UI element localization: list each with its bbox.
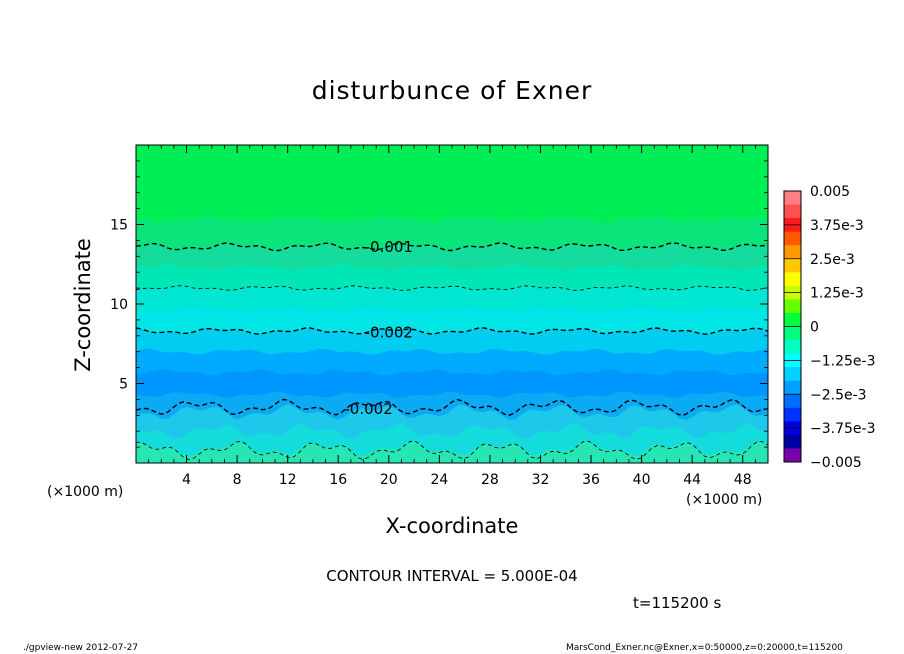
colorbar-segment-0 bbox=[784, 191, 801, 206]
x-unit-label-right: (×1000 m) bbox=[686, 492, 763, 508]
footer-right: MarsCond_Exner.nc@Exner,x=0:50000,z=0:20… bbox=[566, 643, 843, 653]
colorbar-segment-4 bbox=[784, 245, 801, 260]
x-tick-label-32: 32 bbox=[532, 472, 550, 488]
colorbar-segment-15 bbox=[784, 394, 801, 409]
colorbar-segment-8 bbox=[784, 299, 801, 314]
colorbar-label-1: 3.75e-3 bbox=[810, 218, 864, 234]
time-label: t=115200 s bbox=[633, 594, 722, 612]
y-tick-label-15: 15 bbox=[110, 218, 128, 234]
contour-labels: -0.001 -0.002 -0.002 bbox=[344, 238, 413, 418]
y-tick-label-5: 5 bbox=[119, 377, 128, 393]
x-tick-label-24: 24 bbox=[430, 472, 448, 488]
contour-interval-label: CONTOUR INTERVAL = 5.000E-04 bbox=[326, 567, 578, 585]
footer-left: ./gpview-new 2012-07-27 bbox=[23, 643, 139, 653]
x-tick-label-20: 20 bbox=[380, 472, 398, 488]
x-tick-label-8: 8 bbox=[233, 472, 242, 488]
x-tick-label-44: 44 bbox=[683, 472, 701, 488]
colorbar-segment-18 bbox=[784, 434, 801, 449]
contour-label-0: -0.001 bbox=[365, 238, 413, 256]
x-axis-ticks: 4 8 12 16 20 24 28 32 36 40 44 48 bbox=[148, 145, 756, 488]
x-axis-label: X-coordinate bbox=[385, 514, 519, 538]
chart-title: disturbunce of Exner bbox=[311, 76, 593, 105]
contour-band-12 bbox=[136, 440, 768, 463]
colorbar-segment-11 bbox=[784, 340, 801, 355]
colorbar-segment-1 bbox=[784, 204, 801, 219]
contour-lines bbox=[136, 242, 768, 461]
x-tick-label-28: 28 bbox=[481, 472, 499, 488]
contour-line-0 bbox=[136, 242, 768, 252]
colorbar-segment-13 bbox=[784, 367, 801, 382]
x-tick-label-4: 4 bbox=[182, 472, 191, 488]
colorbar-segment-3 bbox=[784, 231, 801, 246]
x-tick-label-16: 16 bbox=[329, 472, 347, 488]
x-tick-label-12: 12 bbox=[279, 472, 297, 488]
x-unit-label-left: (×1000 m) bbox=[47, 484, 124, 500]
colorbar: 0.005 3.75e-3 2.5e-3 1.25e-3 0 −1.25e-3 −2.5e-… bbox=[783, 184, 875, 471]
colorbar-label-5: −1.25e-3 bbox=[810, 353, 875, 369]
colorbar-segment-9 bbox=[784, 312, 801, 327]
contour-label-2: -0.002 bbox=[344, 400, 392, 418]
colorbar-label-4: 0 bbox=[810, 320, 819, 336]
contour-label-1: -0.002 bbox=[365, 324, 413, 342]
colorbar-segment-5 bbox=[784, 258, 801, 273]
contour-fill-bands bbox=[136, 145, 768, 463]
contour-line-4 bbox=[136, 440, 768, 461]
y-tick-label-10: 10 bbox=[110, 297, 128, 313]
colorbar-segment-19 bbox=[784, 448, 801, 463]
colorbar-label-8: −0.005 bbox=[810, 455, 862, 471]
x-tick-label-40: 40 bbox=[633, 472, 651, 488]
y-axis-label: Z-coordinate bbox=[71, 238, 95, 372]
contour-line-1 bbox=[136, 285, 768, 291]
x-tick-label-36: 36 bbox=[582, 472, 600, 488]
colorbar-label-7: −3.75e-3 bbox=[810, 421, 875, 437]
contour-line-3 bbox=[136, 398, 768, 416]
y-axis-ticks: 5 10 15 bbox=[110, 160, 768, 448]
colorbar-segment-14 bbox=[784, 380, 801, 395]
colorbar-segment-16 bbox=[784, 407, 801, 422]
x-tick-label-48: 48 bbox=[734, 472, 752, 488]
colorbar-label-3: 1.25e-3 bbox=[810, 286, 864, 302]
colorbar-segment-10 bbox=[784, 326, 801, 341]
contour-line-2 bbox=[136, 327, 768, 335]
colorbar-segment-6 bbox=[784, 272, 801, 287]
colorbar-label-0: 0.005 bbox=[810, 184, 850, 200]
colorbar-label-6: −2.5e-3 bbox=[810, 387, 867, 403]
colorbar-label-2: 2.5e-3 bbox=[810, 252, 855, 268]
